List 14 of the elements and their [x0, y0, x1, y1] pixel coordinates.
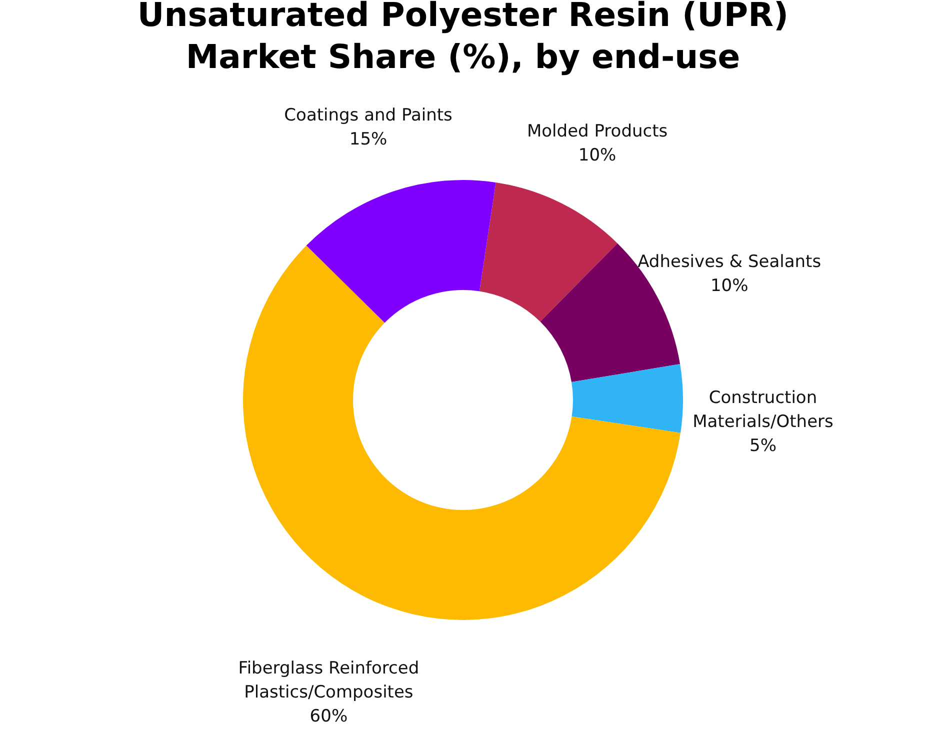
- donut-slice: [479, 182, 618, 322]
- data-label: 60%: [310, 706, 348, 726]
- chart-title: Unsaturated Polyester Resin (UPR) Market Share (%), by end-use: [137, 0, 789, 76]
- slice-label: Fiberglass Reinforced Plastics/Composites: [238, 658, 420, 702]
- donut-slice: [306, 180, 496, 323]
- data-label: 10%: [710, 276, 748, 296]
- slice-label: Molded Products: [526, 122, 668, 142]
- slice-label: Construction Materials/Others: [692, 388, 834, 432]
- donut-slice: [572, 364, 683, 433]
- slice-label: Adhesives & Sealants: [638, 252, 822, 272]
- data-label: 15%: [349, 129, 388, 150]
- data-label: 10%: [578, 146, 616, 166]
- data-label: 5%: [750, 436, 776, 456]
- slice-label: Coatings and Paints: [284, 105, 453, 126]
